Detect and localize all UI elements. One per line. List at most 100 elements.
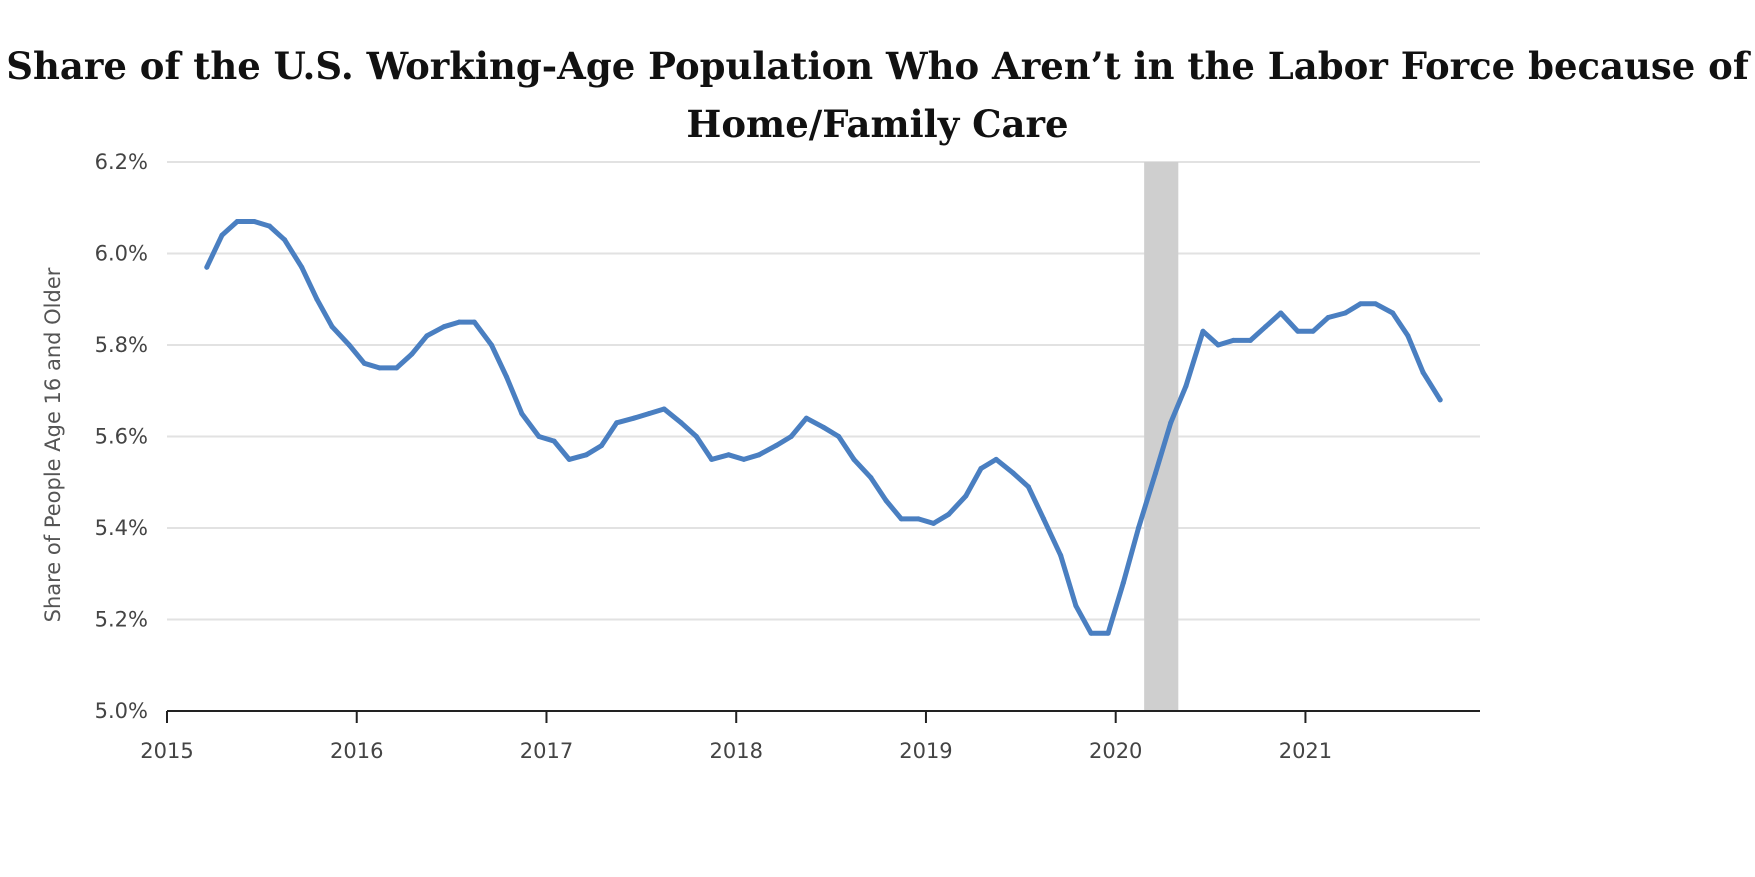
- data-point: [756, 452, 762, 458]
- data-point: [1088, 630, 1094, 636]
- data-point: [631, 415, 637, 421]
- data-point: [678, 420, 684, 426]
- data-point: [915, 516, 921, 522]
- data-point: [773, 443, 779, 449]
- axes: 5.0% 5.2% 5.4% 5.6% 5.8% 6.0% 6.2% 2015 2016 2017…: [95, 150, 1480, 763]
- data-point: [314, 296, 320, 302]
- data-point: [868, 475, 874, 481]
- y-tick-label: 5.4%: [95, 516, 148, 540]
- data-point: [1420, 369, 1426, 375]
- data-point: [299, 264, 305, 270]
- data-point: [204, 264, 210, 270]
- data-point: [219, 232, 225, 238]
- data-point: [726, 452, 732, 458]
- data-point: [599, 443, 605, 449]
- data-point: [1357, 301, 1363, 307]
- data-point: [1295, 328, 1301, 334]
- data-point: [566, 456, 572, 462]
- data-point: [394, 365, 400, 371]
- data-point: [1058, 552, 1064, 558]
- data-point: [851, 456, 857, 462]
- data-point: [251, 218, 257, 224]
- data-point: [898, 516, 904, 522]
- data-point: [1325, 315, 1331, 321]
- y-tick-label: 5.0%: [95, 699, 148, 723]
- y-tick-label: 5.8%: [95, 333, 148, 357]
- gridlines: [167, 161, 1480, 621]
- data-point: [614, 420, 620, 426]
- data-point: [1405, 333, 1411, 339]
- data-point: [1041, 516, 1047, 522]
- data-point: [551, 438, 557, 444]
- chart-title-line-2: Home/Family Care: [686, 102, 1069, 146]
- data-point: [583, 452, 589, 458]
- data-point: [1390, 310, 1396, 316]
- data-point: [931, 520, 937, 526]
- data-point: [978, 466, 984, 472]
- data-point: [1278, 310, 1284, 316]
- shaded-period: [1144, 162, 1179, 711]
- data-point: [329, 324, 335, 330]
- data-point: [234, 218, 240, 224]
- data-point: [1105, 630, 1111, 636]
- data-point: [1263, 324, 1269, 330]
- y-tick-label: 5.6%: [95, 425, 148, 449]
- y-axis-label: Share of People Age 16 and Older: [41, 267, 65, 622]
- data-point: [946, 511, 952, 517]
- y-tick-label: 6.0%: [95, 242, 148, 266]
- data-point: [441, 324, 447, 330]
- x-tick-label: 2021: [1279, 739, 1332, 763]
- data-point: [788, 434, 794, 439]
- y-tick-label: 6.2%: [95, 150, 148, 174]
- data-point: [1183, 383, 1189, 389]
- data-point: [377, 365, 383, 371]
- data-point: [693, 434, 699, 439]
- data-point: [993, 456, 999, 462]
- data-point: [836, 434, 842, 439]
- data-point: [1025, 484, 1031, 490]
- data-point: [1073, 603, 1079, 609]
- data-point: [536, 434, 542, 439]
- data-point: [1120, 580, 1126, 586]
- data-point: [361, 360, 367, 366]
- data-point: [803, 415, 809, 421]
- data-point: [1373, 301, 1379, 307]
- x-tick-label: 2015: [140, 739, 193, 763]
- data-point: [409, 351, 415, 357]
- x-tick-label: 2020: [1089, 739, 1142, 763]
- data-point: [282, 237, 288, 243]
- data-point: [519, 411, 525, 417]
- data-point: [1215, 342, 1221, 348]
- x-tick-label: 2016: [330, 739, 383, 763]
- x-tick-label: 2019: [899, 739, 952, 763]
- data-point: [488, 342, 494, 348]
- data-point: [1247, 337, 1253, 343]
- data-point: [646, 411, 652, 417]
- data-point: [1135, 525, 1141, 531]
- data-point: [741, 456, 747, 462]
- data-point: [1437, 397, 1443, 403]
- data-point: [963, 493, 969, 499]
- data-point: [1342, 310, 1348, 316]
- data-point: [346, 342, 352, 348]
- data-point: [1168, 420, 1174, 426]
- data-point: [266, 223, 272, 229]
- data-point: [456, 319, 462, 325]
- data-point: [424, 333, 430, 339]
- series: [204, 218, 1443, 636]
- x-tick-label: 2018: [709, 739, 762, 763]
- data-point: [1230, 337, 1236, 343]
- data-point: [709, 456, 715, 462]
- y-tick-label: 5.2%: [95, 608, 148, 632]
- data-point: [1153, 470, 1159, 476]
- x-tick-label: 2017: [520, 739, 573, 763]
- chart-title-line-1: Share of the U.S. Working-Age Population…: [6, 44, 1749, 88]
- data-point: [471, 319, 477, 325]
- data-point: [661, 406, 667, 412]
- data-point: [1200, 328, 1206, 334]
- data-point: [821, 424, 826, 430]
- shaded-period-band: [1144, 162, 1179, 711]
- data-point: [1010, 470, 1016, 476]
